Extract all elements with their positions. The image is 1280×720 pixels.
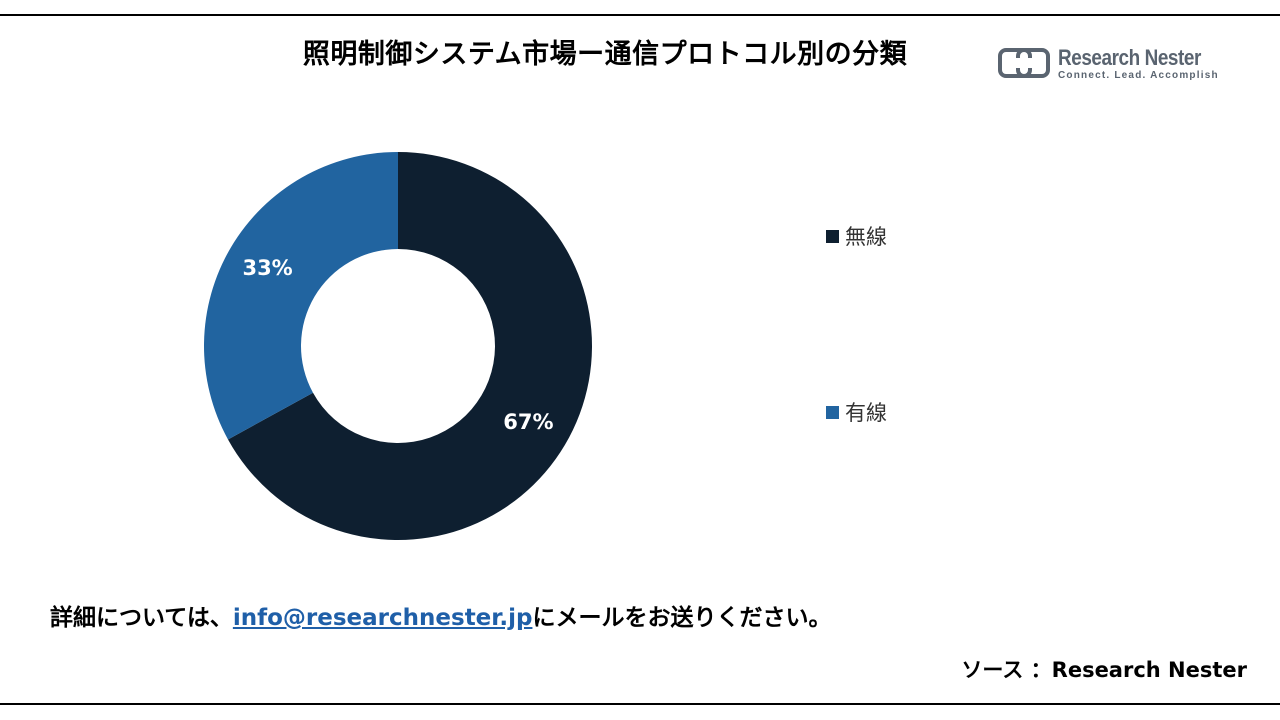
donut-label-wireless: 67% — [503, 410, 553, 434]
donut-chart: 67% 33% — [204, 152, 593, 540]
logo-mark-icon — [998, 48, 1050, 78]
donut-label-wired: 33% — [242, 256, 292, 280]
legend-swatch-wired — [826, 405, 839, 419]
legend-item-wired: 有線 — [826, 397, 887, 427]
contact-note: 詳細については、info@researchnester.jpにメールをお送りくだ… — [50, 598, 831, 632]
bottom-rule — [0, 703, 1280, 705]
logo-tagline: Connect. Lead. Accomplish — [1058, 70, 1219, 81]
legend-label-wired: 有線 — [845, 401, 887, 425]
contact-note-suffix: にメールをお送りください。 — [532, 605, 832, 631]
legend-item-wireless: 無線 — [826, 221, 887, 251]
source-credit: ソース ：Research Nester — [961, 658, 1247, 682]
logo-name: Research Nester — [1058, 45, 1201, 70]
legend-label-wireless: 無線 — [845, 225, 887, 249]
legend-swatch-wireless — [826, 229, 839, 243]
chart-title: 照明制御システム市場ー通信プロトコル別の分類 — [302, 39, 908, 70]
donut-slice-wireless — [227, 152, 593, 540]
donut-slices — [204, 152, 593, 540]
research-nester-logo: Research Nester Connect. Lead. Accomplis… — [998, 44, 1228, 84]
contact-email-link[interactable]: info@researchnester.jp — [232, 605, 533, 631]
donut-slice-wired — [204, 152, 398, 440]
top-rule — [0, 14, 1280, 16]
donut-labels: 67% 33% — [242, 256, 553, 434]
contact-note-prefix: 詳細については、 — [50, 605, 233, 631]
